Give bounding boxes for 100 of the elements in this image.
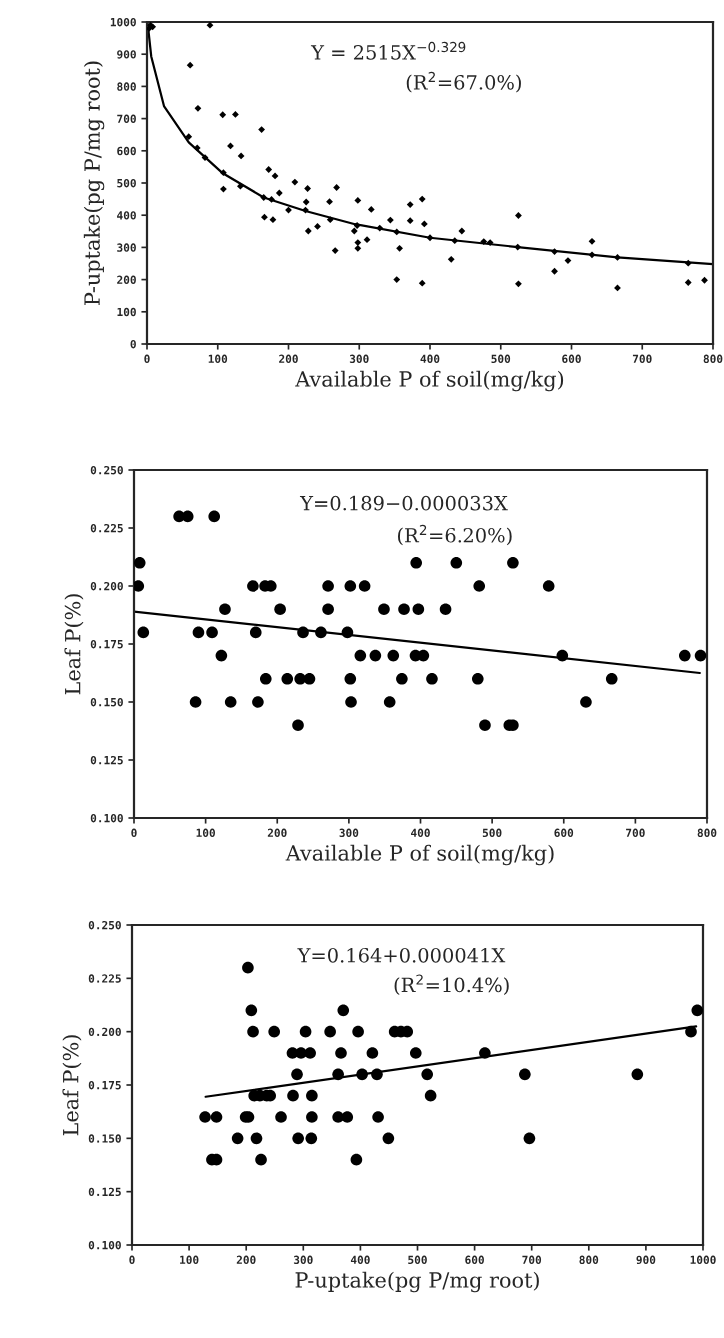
y-tick-label: 1000	[110, 17, 136, 27]
point	[208, 510, 221, 523]
x-tick-label: 500	[408, 1255, 427, 1265]
x-tick-label: 800	[697, 828, 717, 838]
x-tick-label: 500	[482, 828, 502, 838]
y-tick-label: 0.125	[90, 755, 123, 765]
point	[287, 1089, 299, 1102]
point	[292, 719, 304, 732]
point	[631, 1068, 644, 1081]
y-tick-label: 600	[117, 146, 136, 156]
y-axis-title: P-uptake(pg P/mg root)	[83, 61, 105, 305]
x-tick-label: 300	[349, 354, 369, 364]
point	[473, 580, 486, 592]
y-tick-label: 0.175	[90, 639, 123, 649]
x-tick-label: 500	[491, 354, 511, 364]
annotation: Y=0.189−0.000033X	[299, 495, 508, 511]
annotation: Y = 2515X$^{−0.329}$	[310, 41, 466, 60]
point	[398, 603, 410, 616]
point	[605, 672, 618, 685]
x-tick-label: 300	[339, 828, 359, 838]
point	[231, 1132, 244, 1145]
point	[206, 626, 218, 639]
point	[337, 1004, 350, 1017]
point	[439, 603, 452, 616]
point	[281, 672, 294, 685]
point	[304, 1047, 316, 1059]
y-axis-title: Leaf P(%)	[64, 594, 84, 695]
y-tick-label: 500	[117, 178, 136, 188]
point	[412, 603, 425, 616]
x-tick-label: 700	[522, 1255, 542, 1265]
x-tick-label: 200	[279, 354, 298, 364]
point	[580, 696, 592, 708]
x-tick-label: 600	[554, 828, 574, 838]
x-tick-label: 400	[420, 354, 440, 364]
point	[450, 556, 463, 569]
x-tick-label: 800	[579, 1255, 599, 1265]
x-tick-label: 300	[293, 1255, 313, 1265]
point	[383, 696, 396, 708]
point	[259, 672, 272, 685]
y-tick-label: 0.250	[90, 465, 123, 475]
point	[189, 696, 202, 708]
x-tick-label: 100	[196, 828, 215, 838]
x-tick-label: 900	[636, 1255, 656, 1265]
point	[691, 1004, 703, 1017]
point	[215, 649, 228, 662]
x-tick-label: 800	[703, 354, 723, 364]
point	[678, 649, 691, 662]
point	[255, 1153, 267, 1166]
point	[426, 672, 438, 685]
x-tick-label: 600	[465, 1255, 484, 1265]
point	[306, 1111, 318, 1123]
point	[134, 580, 145, 592]
point	[556, 649, 569, 662]
point	[424, 1089, 437, 1102]
annotation: (R$^{2}$=6.20%)	[397, 524, 512, 546]
point	[303, 672, 316, 685]
x-axis-title: Available P of soil(mg/kg)	[295, 370, 564, 392]
y-tick-label: 900	[117, 50, 136, 59]
point	[344, 672, 357, 685]
point	[387, 649, 400, 662]
point	[471, 672, 484, 685]
point	[345, 696, 357, 708]
point	[507, 556, 519, 569]
y-tick-label: 0.225	[90, 523, 123, 533]
point	[219, 603, 231, 616]
point	[275, 1111, 287, 1123]
x-tick-label: 700	[626, 828, 645, 838]
point	[268, 1025, 280, 1038]
point	[341, 1111, 354, 1123]
point	[134, 556, 146, 569]
point	[366, 1047, 379, 1059]
y-tick-label: 0.175	[88, 1080, 121, 1090]
y-tick-label: 0.100	[88, 1240, 121, 1250]
y-tick-label: 400	[117, 211, 136, 220]
point	[479, 1047, 491, 1059]
point	[249, 626, 262, 639]
point	[350, 1153, 363, 1166]
point	[335, 1047, 347, 1059]
x-tick-label: 600	[562, 354, 581, 364]
point	[252, 696, 264, 708]
y-tick-label: 300	[117, 243, 136, 252]
x-tick-label: 700	[632, 354, 652, 364]
point	[291, 1068, 303, 1081]
y-tick-label: 0.150	[88, 1134, 121, 1143]
point	[247, 580, 259, 592]
x-tick-label: 200	[267, 828, 287, 838]
point	[396, 672, 408, 685]
annotation: (R$^{2}$=67.0%)	[406, 71, 521, 93]
x-tick-label: 200	[236, 1255, 256, 1265]
x-tick-label: 100	[180, 1255, 199, 1265]
y-axis-title: Leaf P(%)	[62, 1035, 82, 1136]
y-tick-label: 0	[130, 339, 136, 349]
point	[410, 556, 423, 569]
point	[332, 1068, 344, 1081]
x-tick-label: 0	[144, 354, 150, 364]
y-tick-label: 0.225	[88, 974, 121, 983]
point	[274, 603, 286, 616]
y-tick-label: 0.125	[88, 1187, 121, 1197]
point	[315, 626, 327, 639]
y-tick-label: 0.200	[90, 581, 123, 591]
